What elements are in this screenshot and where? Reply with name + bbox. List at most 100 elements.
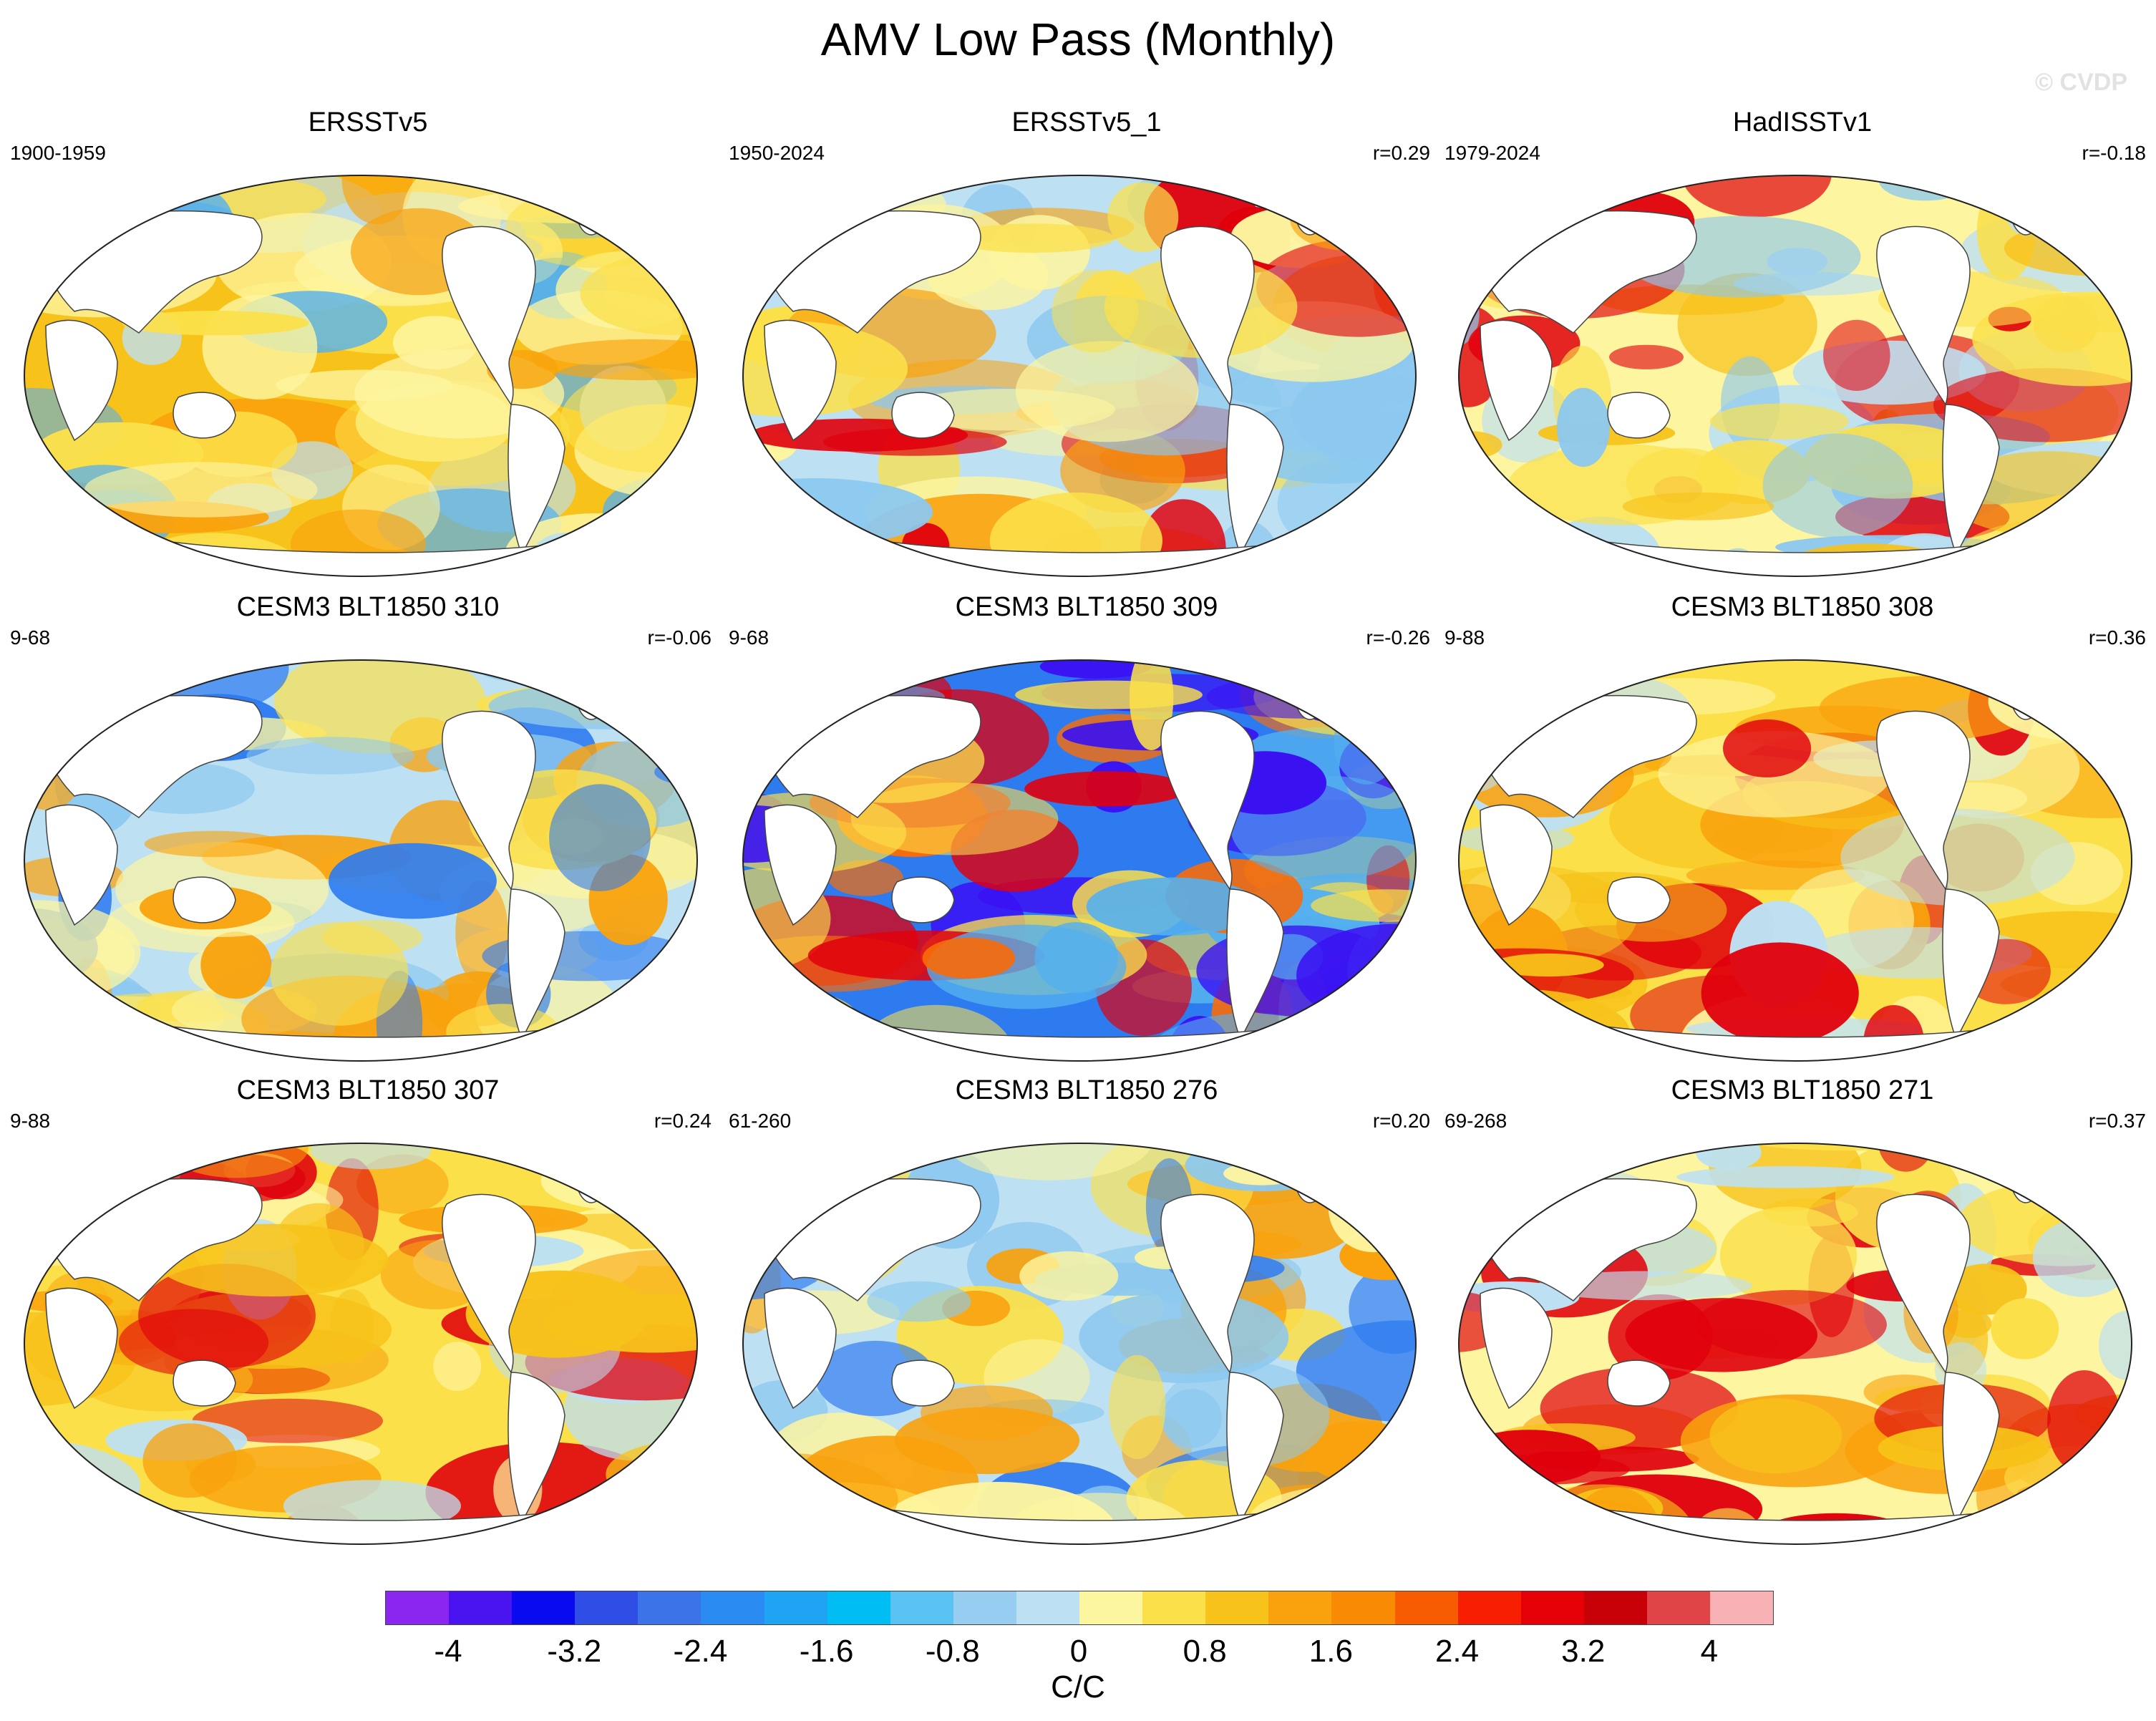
- anomaly-patch: [1024, 771, 1188, 807]
- panel-years: 9-88: [1444, 626, 1485, 649]
- anomaly-patch: [330, 1289, 374, 1364]
- anomaly-patch: [1034, 922, 1118, 994]
- panel-correlation: r=-0.26: [1366, 626, 1431, 649]
- world-map: [1458, 175, 2132, 577]
- anomaly-patch: [1557, 387, 1610, 467]
- anomaly-patch: [341, 175, 413, 225]
- anomaly-patch: [2029, 295, 2132, 333]
- map-border: [24, 1143, 698, 1545]
- land-mass: [508, 888, 565, 1041]
- anomaly-patch: [775, 1045, 908, 1061]
- panel-years: 9-68: [10, 626, 51, 649]
- colorbar-tick-label: 2.4: [1434, 1634, 1480, 1669]
- sst-field: [1459, 660, 2132, 1061]
- world-map: [742, 659, 1417, 1062]
- anomaly-patch: [540, 1151, 684, 1210]
- land-mass: [1160, 710, 1255, 891]
- anomaly-patch: [1375, 1143, 1416, 1208]
- anomaly-patch: [1696, 1143, 1762, 1170]
- sst-field: [1459, 1143, 2132, 1544]
- world-map: [24, 1143, 698, 1545]
- colorbar-box: [638, 1591, 701, 1624]
- anomaly-patch: [1459, 1037, 1538, 1061]
- panel-correlation: r=-0.06: [647, 626, 712, 649]
- colorbar-tick-label: -0.8: [925, 1634, 980, 1669]
- anomaly-patch: [1459, 883, 1507, 928]
- anomaly-patch: [24, 175, 131, 251]
- anomaly-patch: [2001, 175, 2074, 223]
- colorbar-box: [1583, 1591, 1647, 1624]
- sst-field: [1459, 175, 2132, 576]
- colorbar-tick-label: 4: [1700, 1634, 1719, 1669]
- colorbar-box: [1205, 1591, 1269, 1624]
- colorbar-box: [449, 1591, 513, 1624]
- panel-title: CESM3 BLT1850 310: [236, 592, 500, 622]
- anomaly-patch: [1107, 182, 1179, 252]
- anomaly-patch: [433, 1342, 482, 1391]
- anomaly-patch: [592, 1143, 697, 1182]
- land-mass: [1480, 1287, 1553, 1410]
- sst-field: [743, 1143, 1416, 1544]
- anomaly-patch: [1459, 1498, 1662, 1544]
- panel-years: 1900-1959: [10, 142, 106, 164]
- anomaly-patch: [1840, 808, 2075, 906]
- land-mass: [1876, 226, 1971, 406]
- anomaly-patch: [1991, 1298, 2059, 1359]
- anomaly-patch: [24, 503, 59, 568]
- sst-field: [743, 660, 1416, 1061]
- land-mass: [1942, 404, 2000, 556]
- anomaly-patch: [2051, 660, 2132, 678]
- colorbar-box: [1016, 1591, 1080, 1624]
- map-panel: CESM3 BLT1850 307 9-88 r=0.24: [10, 1075, 712, 1548]
- anomaly-patch: [72, 1016, 150, 1052]
- panel-title: CESM3 BLT1850 276: [955, 1075, 1218, 1105]
- map-border: [1458, 1143, 2132, 1545]
- world-map: [742, 1143, 1417, 1545]
- anomaly-patch: [1676, 1165, 1895, 1188]
- anomaly-patch: [1459, 1430, 1601, 1485]
- anomaly-patch: [744, 175, 812, 226]
- sst-field: [743, 175, 1416, 576]
- anomaly-patch: [84, 462, 318, 518]
- anomaly-patch: [560, 368, 697, 473]
- map-panel: ERSSTv5 1900-1959: [10, 107, 712, 580]
- anomaly-patch: [329, 843, 497, 919]
- map-border: [742, 1143, 1417, 1545]
- land-mass: [45, 1287, 118, 1410]
- anomaly-patch: [24, 660, 81, 686]
- anomaly-patch: [144, 830, 283, 858]
- land-mass: [1160, 1193, 1255, 1374]
- anomaly-patch: [24, 1501, 147, 1544]
- panel-years: 1950-2024: [729, 142, 825, 164]
- colorbar-box: [1079, 1591, 1143, 1624]
- map-panel: CESM3 BLT1850 271 69-268 r=0.37: [1444, 1075, 2146, 1548]
- anomaly-patch: [2005, 180, 2072, 241]
- colorbar-box: [1457, 1591, 1521, 1624]
- anomaly-patch: [1625, 1298, 1817, 1372]
- anomaly-patch: [62, 175, 195, 206]
- colorbar-tick-label: 1.6: [1308, 1634, 1353, 1669]
- anomaly-patch: [200, 931, 272, 999]
- anomaly-patch: [24, 975, 161, 1051]
- land-mass: [764, 804, 837, 926]
- anomaly-patch: [2087, 715, 2132, 738]
- map-border: [1458, 175, 2132, 577]
- anomaly-patch: [1015, 341, 1199, 442]
- map-panel: ERSSTv5_1 1950-2024 r=0.29: [729, 107, 1430, 580]
- land-mass: [1226, 888, 1284, 1041]
- anomaly-patch: [1762, 433, 1913, 538]
- colorbar-units: C/C: [1051, 1669, 1105, 1705]
- anomaly-patch: [246, 737, 414, 775]
- land-mass: [1942, 888, 2000, 1041]
- land-mass: [173, 1359, 236, 1407]
- anomaly-patch: [1609, 344, 1684, 369]
- colorbar-tick-label: -2.4: [673, 1634, 728, 1669]
- map-border: [742, 175, 1417, 577]
- world-map: [1458, 1143, 2132, 1545]
- panel-correlation: r=0.24: [654, 1110, 712, 1132]
- colorbar-box: [386, 1591, 450, 1624]
- land-mass: [891, 1359, 955, 1407]
- anomaly-patch: [1496, 175, 1559, 182]
- anomaly-patch: [743, 1160, 767, 1186]
- anomaly-patch: [922, 937, 1016, 979]
